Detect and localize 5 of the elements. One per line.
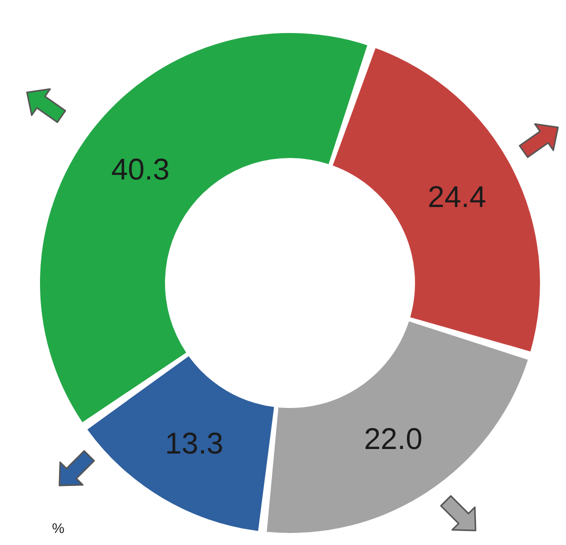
data-label: 13.3 <box>164 428 224 461</box>
data-label: 22.0 <box>364 423 422 456</box>
data-label: 24.4 <box>428 181 486 214</box>
text: % <box>52 520 64 536</box>
data-label: 40.3 <box>111 153 170 186</box>
